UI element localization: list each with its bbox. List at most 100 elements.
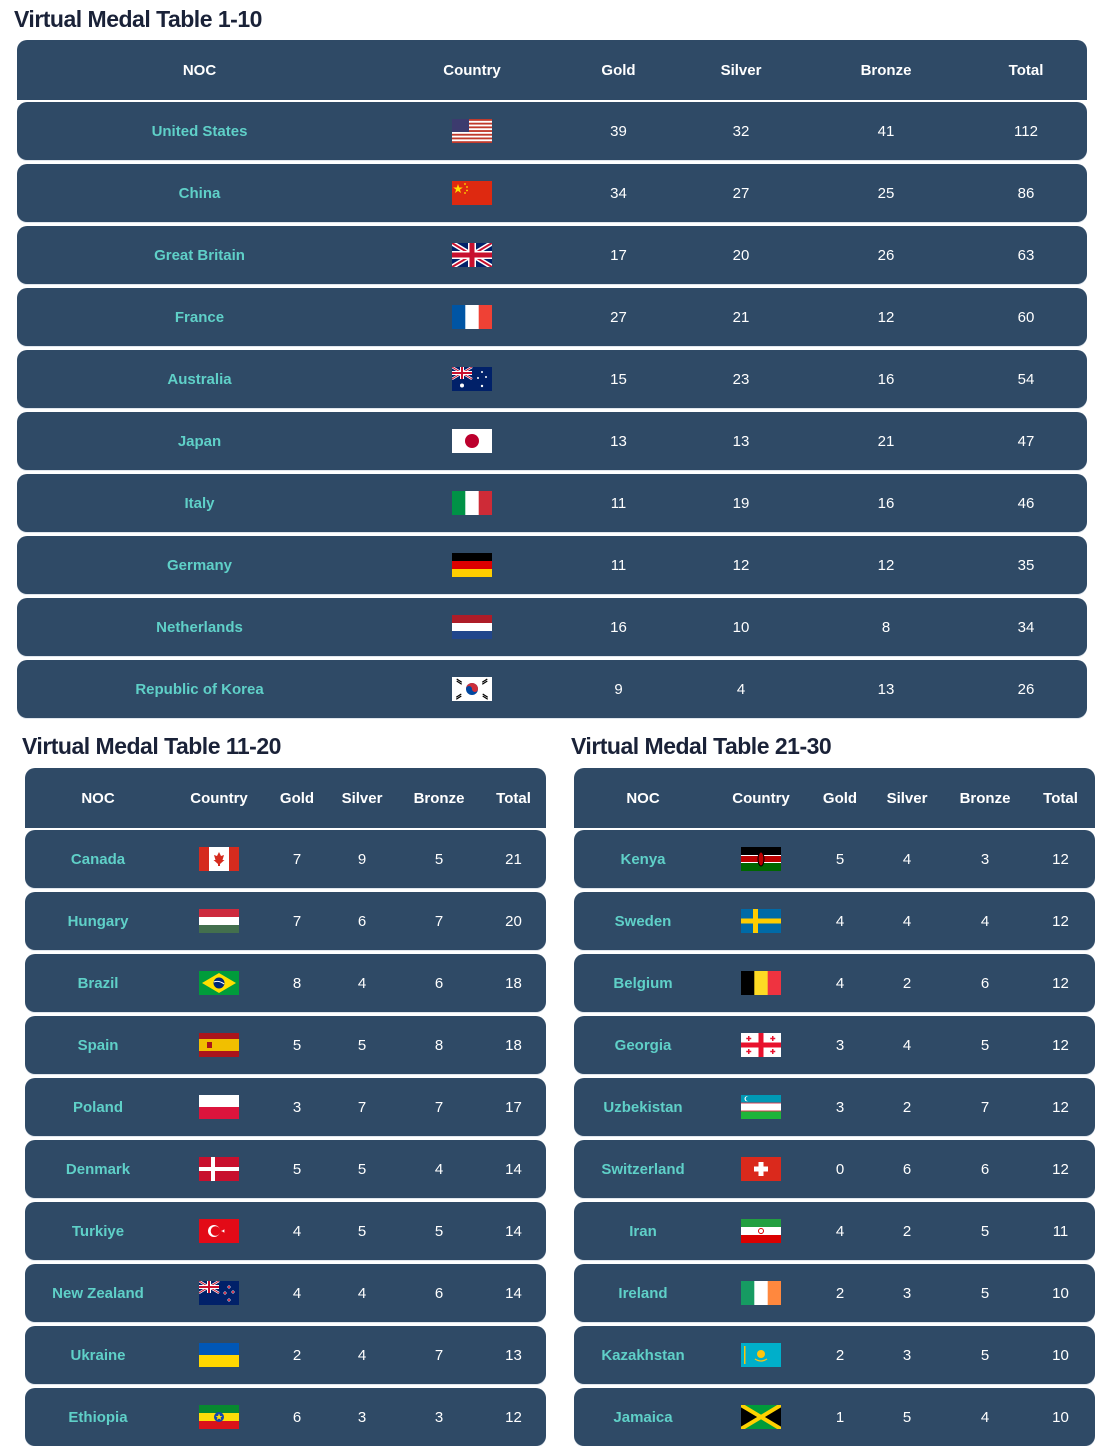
table-row[interactable]: Netherlands 16 10 8 34 <box>17 598 1087 656</box>
col-gold-header[interactable]: Gold <box>601 61 636 79</box>
table-row[interactable]: Great Britain 17 20 26 63 <box>17 226 1087 284</box>
table-row[interactable]: Italy 11 19 16 46 <box>17 474 1087 532</box>
table-row[interactable]: Turkiye 4 5 5 14 <box>25 1202 546 1260</box>
table-row[interactable]: Japan 13 13 21 47 <box>17 412 1087 470</box>
noc-name[interactable]: Australia <box>167 370 232 388</box>
total-count: 12 <box>1052 1036 1069 1054</box>
noc-name[interactable]: Kazakhstan <box>601 1346 685 1364</box>
noc-name[interactable]: Georgia <box>614 1036 672 1054</box>
table-row[interactable]: Australia 15 23 16 54 <box>17 350 1087 408</box>
section-title: Virtual Medal Table 1-10 <box>14 6 262 32</box>
col-country-header[interactable]: Country <box>732 789 790 807</box>
noc-name[interactable]: Turkiye <box>71 1222 125 1240</box>
silver-count: 21 <box>732 308 750 326</box>
noc-name[interactable]: Uzbekistan <box>603 1098 683 1116</box>
bronze-count: 4 <box>980 1408 990 1426</box>
noc-name[interactable]: Ethiopia <box>68 1408 128 1426</box>
gold-count: 16 <box>610 618 627 636</box>
table-row[interactable]: Kazakhstan 2 3 5 10 <box>574 1326 1095 1384</box>
noc-name[interactable]: France <box>174 308 225 326</box>
table-row[interactable]: France 27 21 12 60 <box>17 288 1087 346</box>
table-row[interactable]: Switzerland 0 6 6 12 <box>574 1140 1095 1198</box>
col-country-header[interactable]: Country <box>443 61 501 79</box>
table-row[interactable]: Belgium 4 2 6 12 <box>574 954 1095 1012</box>
noc-name[interactable]: Switzerland <box>601 1160 685 1178</box>
total-count: 12 <box>1052 974 1069 992</box>
noc-name[interactable]: Republic of Korea <box>135 680 264 698</box>
noc-name[interactable]: Ireland <box>618 1284 668 1302</box>
bronze-count: 6 <box>980 974 990 992</box>
table-row[interactable]: Spain 5 5 8 18 <box>25 1016 546 1074</box>
col-total-header[interactable]: Total <box>496 789 531 807</box>
noc-name[interactable]: Spain <box>77 1036 119 1054</box>
table-row[interactable]: Brazil 8 4 6 18 <box>25 954 546 1012</box>
nl-flag-icon <box>382 615 562 639</box>
silver-count: 9 <box>357 850 367 868</box>
table-row[interactable]: Canada 7 9 5 21 <box>25 830 546 888</box>
table-row[interactable]: Ethiopia 6 3 3 12 <box>25 1388 546 1446</box>
total-count: 112 <box>1014 122 1038 140</box>
table-row[interactable]: Germany 11 12 12 35 <box>17 536 1087 594</box>
table-row[interactable]: China 34 27 25 86 <box>17 164 1087 222</box>
col-noc-header[interactable]: NOC <box>626 789 660 807</box>
gold-count: 2 <box>835 1284 845 1302</box>
gold-count: 5 <box>835 850 845 868</box>
col-noc-header[interactable]: NOC <box>182 61 217 79</box>
noc-name[interactable]: Poland <box>72 1098 123 1116</box>
noc-name[interactable]: Italy <box>184 494 215 512</box>
noc-name[interactable]: Ukraine <box>70 1346 126 1364</box>
table-row[interactable]: New Zealand 4 4 6 14 <box>25 1264 546 1322</box>
table-row[interactable]: Ukraine 2 4 7 13 <box>25 1326 546 1384</box>
col-gold-header[interactable]: Gold <box>822 789 858 807</box>
noc-name[interactable]: China <box>178 184 221 202</box>
col-total-header[interactable]: Total <box>1043 789 1078 807</box>
noc-name[interactable]: Kenya <box>620 850 666 868</box>
table-row[interactable]: Uzbekistan 3 2 7 12 <box>574 1078 1095 1136</box>
col-silver-header[interactable]: Silver <box>886 789 928 807</box>
noc-name[interactable]: United States <box>151 122 248 140</box>
total-count: 11 <box>1052 1222 1069 1240</box>
gold-count: 8 <box>292 974 302 992</box>
col-silver-header[interactable]: Silver <box>341 789 383 807</box>
table-row[interactable]: Iran 4 2 5 11 <box>574 1202 1095 1260</box>
bronze-count: 8 <box>434 1036 444 1054</box>
bronze-count: 6 <box>434 974 444 992</box>
noc-name[interactable]: Canada <box>70 850 126 868</box>
col-bronze-header[interactable]: Bronze <box>959 789 1011 807</box>
col-gold-header[interactable]: Gold <box>279 789 315 807</box>
col-bronze-header[interactable]: Bronze <box>860 61 912 79</box>
noc-name[interactable]: Iran <box>629 1222 657 1240</box>
table-row[interactable]: United States 39 32 41 112 <box>17 102 1087 160</box>
table-row[interactable]: Denmark 5 5 4 14 <box>25 1140 546 1198</box>
noc-name[interactable]: Great Britain <box>154 246 245 264</box>
noc-name[interactable]: Brazil <box>77 974 119 992</box>
noc-name[interactable]: Denmark <box>65 1160 131 1178</box>
bronze-count: 7 <box>434 912 444 930</box>
col-country-header[interactable]: Country <box>190 789 248 807</box>
noc-name[interactable]: Belgium <box>613 974 673 992</box>
table-row[interactable]: Kenya 5 4 3 12 <box>574 830 1095 888</box>
silver-count: 5 <box>902 1408 912 1426</box>
noc-name[interactable]: Germany <box>166 556 233 574</box>
noc-name[interactable]: Jamaica <box>613 1408 673 1426</box>
table-row[interactable]: Sweden 4 4 4 12 <box>574 892 1095 950</box>
col-total-header[interactable]: Total <box>1008 61 1044 79</box>
silver-count: 13 <box>732 432 750 450</box>
table-row[interactable]: Jamaica 1 5 4 10 <box>574 1388 1095 1446</box>
gold-count: 11 <box>610 556 627 574</box>
noc-name[interactable]: Netherlands <box>156 618 243 636</box>
jp-flag-icon <box>382 429 562 453</box>
bronze-count: 5 <box>980 1222 990 1240</box>
table-row[interactable]: Georgia 3 4 5 12 <box>574 1016 1095 1074</box>
col-noc-header[interactable]: NOC <box>81 789 115 807</box>
noc-name[interactable]: New Zealand <box>52 1284 144 1302</box>
table-row[interactable]: Hungary 7 6 7 20 <box>25 892 546 950</box>
noc-name[interactable]: Sweden <box>614 912 672 930</box>
noc-name[interactable]: Hungary <box>67 912 129 930</box>
noc-name[interactable]: Japan <box>177 432 222 450</box>
table-row[interactable]: Poland 3 7 7 17 <box>25 1078 546 1136</box>
table-row[interactable]: Republic of Korea 9 4 13 26 <box>17 660 1087 718</box>
col-bronze-header[interactable]: Bronze <box>413 789 465 807</box>
table-row[interactable]: Ireland 2 3 5 10 <box>574 1264 1095 1322</box>
col-silver-header[interactable]: Silver <box>720 61 762 79</box>
